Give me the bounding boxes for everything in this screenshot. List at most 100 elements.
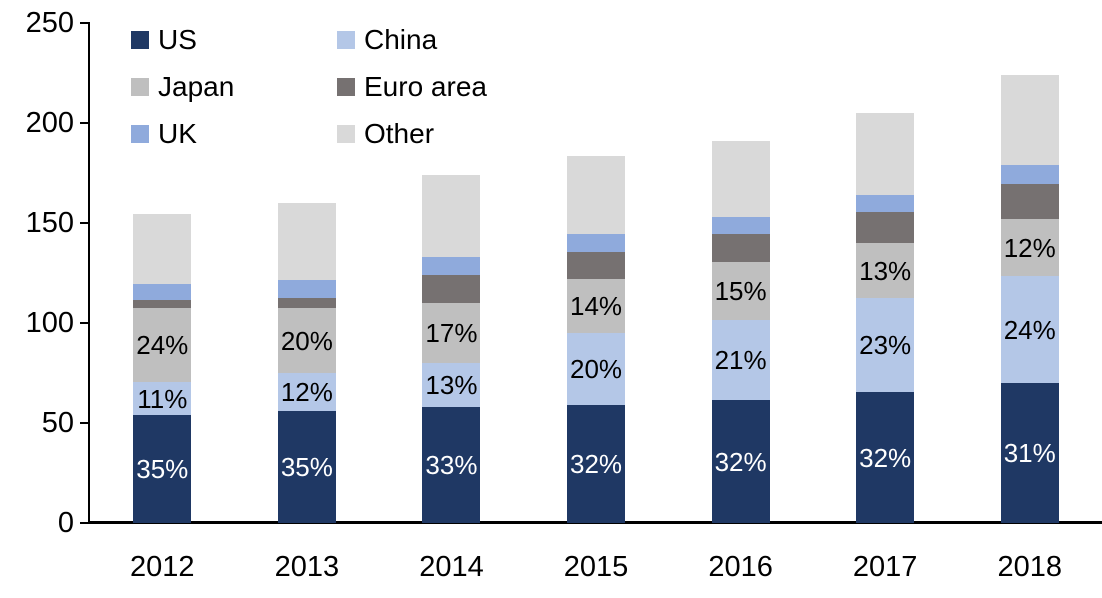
y-axis-tick-label: 250 [25,7,74,39]
bar-segment-other [856,113,915,195]
bar-segment-uk [567,234,626,252]
bar-segment-us: 31% [1000,383,1059,523]
bar-segment-japan: 15% [711,262,770,320]
bar-segment-other [711,141,770,217]
legend-item-other: Other [337,118,487,150]
x-axis-label-2015: 2015 [563,551,629,583]
y-axis-line [88,22,90,523]
bar-column-2013: 20% 12% 35% [235,203,380,523]
y-axis-tick-mark [80,522,89,524]
bar-segment-euro-area [133,300,192,308]
segment-percent-label: 12% [280,377,333,407]
bar-segment-us: 35% [133,415,192,523]
y-axis-tick-mark [80,322,89,324]
bar-segment-us: 32% [567,405,626,523]
segment-percent-label: 20% [569,354,623,384]
segment-percent-label: 24% [136,330,189,360]
bar-segment-us: 35% [277,411,336,523]
segment-percent-label: 14% [569,291,623,321]
segment-percent-label: 15% [714,276,767,306]
bar-segment-euro-area [856,212,915,243]
bar-segment-other [133,214,192,284]
legend-label: Japan [158,71,235,102]
legend-label: Euro area [364,71,487,102]
bar-segment-japan: 17% [422,303,481,363]
legend-swatch-icon [131,125,149,143]
y-axis-tick-label: 0 [57,507,74,539]
bar-segment-euro-area [422,275,481,303]
bar-column-2017: 13% 23% 32% [813,113,958,523]
segment-percent-label: 33% [425,450,478,480]
bar-segment-euro-area [711,234,770,262]
legend-item-uk: UK [131,118,337,150]
legend-item-japan: Japan [131,71,337,103]
bar-segment-us: 32% [711,400,770,523]
x-axis-label-2018: 2018 [997,551,1063,583]
y-axis-tick-mark [80,222,89,224]
bar-segment-china: 24% [1000,276,1059,383]
bar-segment-euro-area [1000,184,1059,219]
segment-percent-label: 32% [714,446,767,477]
bar-column-2016: 15% 21% 32% [668,141,813,523]
bar-column-2015: 14% 20% 32% [524,156,669,523]
bar-segment-uk [1000,165,1059,184]
segment-percent-label: 35% [280,452,333,482]
segment-percent-label: 21% [714,345,767,375]
bar-segment-china: 12% [277,373,336,411]
x-axis-label-2014: 2014 [419,551,484,583]
x-axis: 2012 2013 2014 2015 2016 2017 2018 [90,551,1102,583]
y-axis-tick-label: 50 [41,407,74,439]
x-axis-label-2016: 2016 [708,551,773,583]
legend-item-us: US [131,24,337,56]
bar-segment-china: 23% [856,298,915,392]
y-axis-tick-mark [80,422,89,424]
y-axis-tick-label: 200 [25,107,74,139]
bar-column-2018: 12% 24% 31% [957,75,1102,523]
bar-column-2012: 24% 11% 35% [90,214,235,523]
legend-label: Other [364,118,435,149]
bar-segment-japan: 13% [856,243,915,298]
legend-label: UK [158,118,197,149]
bar-segment-other [277,203,336,280]
legend-item-china: China [337,24,487,56]
legend-swatch-icon [337,31,355,49]
bar-segment-other [567,156,626,234]
segment-percent-label: 13% [859,255,912,286]
bar-segment-japan: 20% [277,308,336,373]
y-axis-tick-label: 100 [25,307,74,339]
segment-percent-label: 32% [859,442,912,473]
stacked-bar-2015: 14% 20% 32% [567,156,626,523]
segment-percent-label: 32% [569,449,623,479]
segment-percent-label: 35% [136,454,189,484]
y-axis-tick-mark [80,22,89,24]
bar-segment-euro-area [567,252,626,279]
bar-column-2014: 17% 13% 33% [379,175,524,523]
stacked-bar-2014: 17% 13% 33% [422,175,481,523]
legend-label: US [158,24,197,55]
bar-segment-uk [133,284,192,300]
bar-segment-japan: 24% [133,308,192,382]
bar-segment-china: 11% [133,382,192,415]
x-axis-label-2012: 2012 [130,551,195,583]
x-axis-label-2017: 2017 [852,551,918,583]
y-axis-tick-label: 150 [25,207,74,239]
legend-swatch-icon [131,31,149,49]
bar-segment-uk [856,195,915,212]
stacked-bar-2016: 15% 21% 32% [711,141,770,523]
bar-segment-other [1000,75,1059,165]
bar-segment-china: 13% [422,363,481,407]
legend-label: China [364,24,438,55]
bar-segment-uk [277,280,336,298]
bar-segment-china: 21% [711,320,770,400]
stacked-bar-2013: 20% 12% 35% [277,203,336,523]
segment-percent-label: 13% [425,370,478,400]
bar-segment-japan: 14% [567,279,626,333]
bar-segment-uk [711,217,770,234]
bar-segment-us: 32% [856,392,915,523]
segment-percent-label: 23% [859,330,912,360]
legend-item-euro-area: Euro area [337,71,487,103]
stacked-bar-2017: 13% 23% 32% [856,113,915,523]
legend: US China Japan Euro area UK Other [131,24,487,150]
legend-swatch-icon [337,125,355,143]
